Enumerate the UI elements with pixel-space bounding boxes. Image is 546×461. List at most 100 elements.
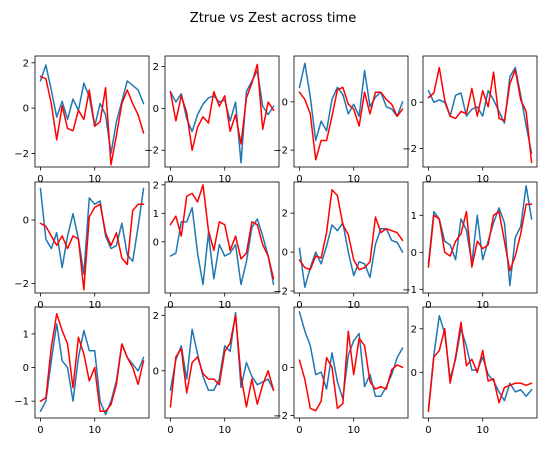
ztrue-line <box>298 62 404 142</box>
y-tick-label: 0 <box>282 363 288 374</box>
zest-line <box>169 184 275 280</box>
y-tick-label: −1 <box>14 397 29 408</box>
x-tick-label: 0 <box>167 174 173 185</box>
x-tick-label: 10 <box>88 300 101 311</box>
y-tick-label: 1 <box>153 209 159 220</box>
axes-frame <box>34 181 150 294</box>
y-tick-label: −2 <box>144 146 159 157</box>
axes-frame <box>422 306 538 419</box>
x-tick-label: 0 <box>296 300 302 311</box>
axes-frame <box>164 306 280 419</box>
subplot-2: 0 10 −2 0 2 <box>144 55 280 185</box>
zest-line <box>39 203 145 291</box>
x-tick-label: 0 <box>296 174 302 185</box>
y-tick-label: 2 <box>23 58 29 69</box>
y-tick-label: 2 <box>153 180 159 191</box>
zest-line <box>427 321 533 413</box>
y-tick-label: 0 <box>282 248 288 259</box>
plot-area <box>427 314 533 413</box>
subplot-1: 0 10 −2 0 2 <box>14 55 150 185</box>
y-tick-label: −2 <box>402 144 417 155</box>
y-tick-label: 2 <box>282 209 288 220</box>
x-tick-label: 0 <box>37 174 43 185</box>
zest-line <box>39 75 145 166</box>
x-tick-label: 10 <box>347 174 360 185</box>
ztrue-line <box>427 184 533 287</box>
x-tick-label: 0 <box>425 425 431 436</box>
y-tick-label: 0 <box>411 368 417 379</box>
x-tick-label: 0 <box>425 174 431 185</box>
y-tick-label: −2 <box>273 411 288 422</box>
x-tick-label: 10 <box>347 425 360 436</box>
y-tick-label: 0 <box>23 363 29 374</box>
x-tick-label: 0 <box>296 425 302 436</box>
y-tick-label: 1 <box>23 329 29 340</box>
zest-line <box>169 314 275 408</box>
y-tick-label: 0 <box>153 366 159 377</box>
x-tick-label: 0 <box>167 300 173 311</box>
subplot-8: 0 10 −1 0 1 <box>402 181 538 311</box>
zest-line <box>298 189 404 271</box>
plot-area <box>39 312 145 416</box>
x-tick-label: 10 <box>476 300 489 311</box>
y-tick-label: 0 <box>153 237 159 248</box>
x-tick-label: 10 <box>218 425 231 436</box>
y-tick-label: 1 <box>411 211 417 222</box>
x-tick-label: 10 <box>88 425 101 436</box>
y-tick-label: 0 <box>23 216 29 227</box>
axes-frame <box>164 181 280 294</box>
y-tick-label: 2 <box>411 324 417 335</box>
subplot-12: 0 10 0 2 <box>411 306 538 436</box>
y-tick-label: 0 <box>153 104 159 115</box>
ztrue-line <box>169 206 275 286</box>
plot-area <box>298 189 404 288</box>
plot-area <box>298 62 404 161</box>
axes-frame <box>164 55 280 168</box>
plot-area <box>169 63 275 164</box>
plot-area <box>169 311 275 408</box>
ztrue-line <box>169 311 275 391</box>
plot-area <box>427 66 533 164</box>
x-tick-label: 10 <box>218 174 231 185</box>
axes-frame <box>422 55 538 168</box>
axes-frame <box>422 181 538 294</box>
x-tick-label: 0 <box>167 425 173 436</box>
x-tick-label: 10 <box>218 300 231 311</box>
y-tick-label: 0 <box>411 248 417 259</box>
y-tick-label: −2 <box>273 287 288 298</box>
plot-area <box>169 184 275 286</box>
axes-frame <box>34 55 150 168</box>
y-tick-label: −2 <box>14 279 29 290</box>
plot-area <box>39 64 145 166</box>
figure-title: Ztrue vs Zest across time <box>190 11 356 26</box>
axes-frame <box>293 306 409 419</box>
x-tick-label: 0 <box>425 300 431 311</box>
zest-line <box>39 312 145 413</box>
x-tick-label: 0 <box>37 425 43 436</box>
x-tick-label: 0 <box>37 300 43 311</box>
x-tick-label: 10 <box>476 425 489 436</box>
subplot-9: 0 10 −1 0 1 <box>14 306 150 436</box>
y-tick-label: −2 <box>273 146 288 157</box>
subplot-3: 0 10 −2 0 <box>273 55 409 185</box>
y-tick-label: 2 <box>153 62 159 73</box>
y-tick-label: −2 <box>14 149 29 160</box>
x-tick-label: 10 <box>88 174 101 185</box>
y-tick-label: −1 <box>402 285 417 296</box>
subplot-11: 0 10 −2 0 <box>273 306 409 436</box>
zest-line <box>169 63 275 151</box>
plot-area <box>39 187 145 291</box>
zest-line <box>427 203 533 272</box>
y-tick-label: 0 <box>282 97 288 108</box>
x-tick-label: 10 <box>347 300 360 311</box>
plot-area <box>427 184 533 287</box>
axes-frame <box>293 55 409 168</box>
subplot-7: 0 10 −2 0 2 <box>273 181 409 311</box>
axes-frame <box>293 181 409 294</box>
ztrue-line <box>39 187 145 275</box>
plot-area <box>298 311 404 412</box>
y-tick-label: 2 <box>153 311 159 322</box>
y-tick-label: 0 <box>411 98 417 109</box>
